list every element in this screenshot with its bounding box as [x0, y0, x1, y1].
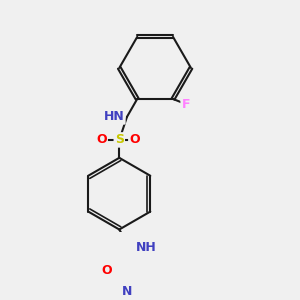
- Text: O: O: [129, 134, 140, 146]
- Text: NH: NH: [136, 241, 156, 254]
- Text: O: O: [96, 134, 107, 146]
- Text: F: F: [182, 98, 190, 111]
- Text: O: O: [101, 264, 112, 277]
- Text: N: N: [122, 285, 132, 298]
- Text: HN: HN: [104, 110, 124, 123]
- Text: S: S: [115, 134, 124, 146]
